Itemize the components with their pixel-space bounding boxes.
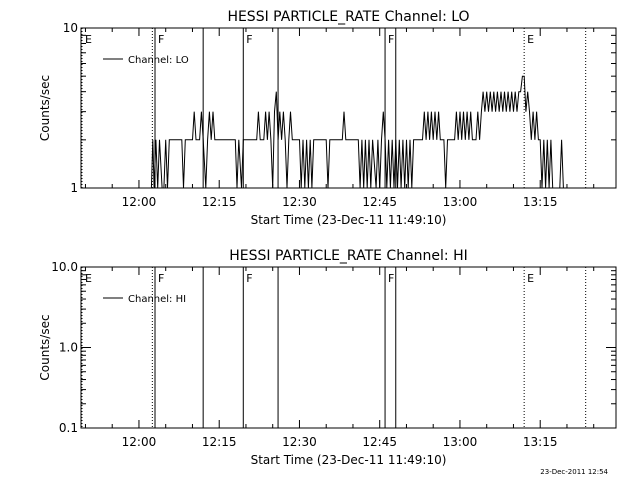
y-tick-label: 10 [63, 21, 78, 35]
y-tick-label: 0.1 [59, 421, 78, 435]
x-tick-label: 12:30 [282, 435, 317, 449]
marker-label: F [158, 272, 164, 285]
x-tick-label: 13:00 [443, 195, 478, 209]
y-axis-label: Counts/sec [38, 314, 52, 380]
legend-entry: Channel: HI [128, 294, 186, 305]
x-tick-label: 13:00 [443, 435, 478, 449]
marker-label: E [85, 272, 92, 285]
y-tick-label: 1 [70, 181, 78, 195]
x-tick-label: 12:45 [362, 435, 397, 449]
marker-label: F [246, 272, 252, 285]
x-tick-label: 13:15 [523, 195, 558, 209]
x-tick-label: 12:00 [122, 195, 157, 209]
marker-label: E [85, 33, 92, 46]
x-axis-label: Start Time (23-Dec-11 11:49:10) [251, 453, 447, 467]
x-tick-label: 12:00 [122, 435, 157, 449]
plot-frame [80, 27, 617, 189]
x-tick-label: 12:15 [202, 195, 237, 209]
x-tick-label: 12:30 [282, 195, 317, 209]
marker-label: F [388, 33, 394, 46]
x-axis-label: Start Time (23-Dec-11 11:49:10) [251, 213, 447, 227]
chart-title: HESSI PARTICLE_RATE Channel: HI [229, 248, 467, 264]
marker-label: F [158, 33, 164, 46]
chart-panel-1: HESSI PARTICLE_RATE Channel: LO Counts/se… [38, 9, 617, 227]
x-tick-label: 12:15 [202, 435, 237, 449]
marker-label: E [527, 272, 534, 285]
x-tick-label: 12:45 [362, 195, 397, 209]
marker-label: F [246, 33, 252, 46]
legend-entry: Channel: LO [128, 55, 189, 66]
footer-timestamp: 23-Dec-2011 12:54 [540, 468, 608, 476]
y-axis-label: Counts/sec [38, 75, 52, 141]
chart-panel-2: HESSI PARTICLE_RATE Channel: HI Counts/se… [38, 248, 617, 467]
marker-label: E [527, 33, 534, 46]
x-tick-label: 13:15 [523, 435, 558, 449]
marker-label: F [388, 272, 394, 285]
y-tick-label: 1.0 [59, 341, 78, 355]
series-line [150, 75, 564, 189]
plot-frame [80, 266, 617, 429]
y-tick-label: 10.0 [51, 260, 78, 274]
chart-title: HESSI PARTICLE_RATE Channel: LO [227, 9, 469, 25]
